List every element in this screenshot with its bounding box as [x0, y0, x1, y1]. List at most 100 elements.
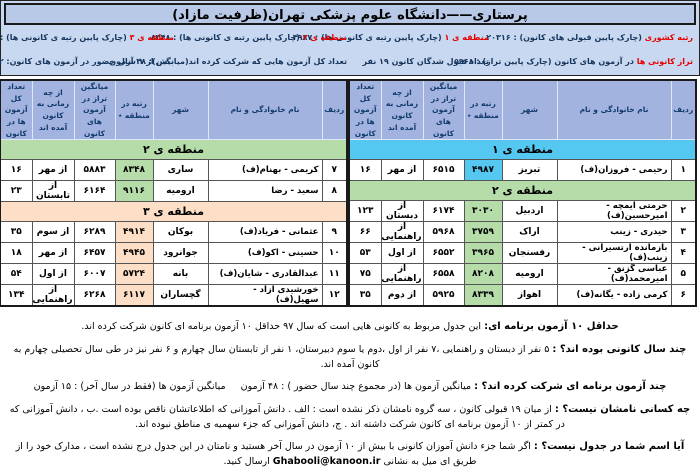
name-cell: عثمانی - فریاد(ف) [207, 221, 323, 244]
city-cell: اردبیل [501, 200, 558, 223]
table-header-row: ردیف نام خانوادگی و نام شهر رتبه در منطق… [348, 79, 697, 141]
summary-region3: منطقه ی ۳ (چارک پایین رتبه ی کانونی ها) … [0, 32, 177, 42]
col-header-index: ردیف [321, 79, 348, 141]
name-cell: حرمتی ایمچه - امیرحسین(ف) [556, 200, 672, 223]
col-header-name: نام خانوادگی و نام [207, 79, 323, 141]
since-cell: از اول [380, 242, 424, 265]
summary-value: (چارک پایین قبولی های کانون) : ۲۰۳۱۶ [486, 32, 645, 42]
city-cell: اهواز [501, 284, 558, 307]
results-table-right: ردیف نام خانوادگی و نام شهر رتبه در منطق… [348, 79, 697, 308]
results-table-left: ردیف نام خانوادگی و نام شهر رتبه در منطق… [0, 79, 348, 308]
since-cell: از راهنمایی [380, 263, 424, 286]
index-cell: ۱۰ [321, 242, 348, 265]
avg-score-cell: ۶۱۷۴ [422, 200, 465, 223]
index-cell: ۱۲ [321, 284, 348, 307]
table-row: ۱۱ عبدالقادری - شایان(ف) بانه ۵۷۲۴ ۶۰۰۷ از او… [0, 263, 348, 286]
region-rank-cell: ۸۲۰۸ [463, 263, 503, 286]
summary-value: تعداد قبول شدگان کانون ۱۹ نفر [362, 56, 489, 66]
city-cell: بوکان [152, 221, 209, 244]
table-row: ۵ عباسی گزنق - امیرمحمد(ف) ارومیه ۸۲۰۸ ۶۵۵۸ ا… [348, 263, 697, 286]
total-exams-cell: ۶۶ [348, 221, 382, 244]
avg-score-cell: ۶۲۸۹ [73, 221, 116, 244]
total-exams-cell: ۲۳ [0, 180, 33, 203]
footnote-lead: آیا اسم شما در جدول نیست؟ : [533, 441, 685, 453]
table-row: ۷ کریمی - بهنام(ف) ساری ۸۳۴۸ ۵۸۸۳ از مهر ۱۶ [0, 159, 348, 182]
col-header-city: شهر [501, 79, 558, 141]
avg-score-cell: ۶۵۱۵ [422, 159, 465, 182]
region-rank-cell: ۸۳۴۸ [114, 159, 154, 182]
col-header-city: شهر [152, 79, 209, 141]
city-cell: ساری [152, 159, 209, 182]
total-exams-cell: ۷۵ [348, 263, 382, 286]
total-exams-cell: ۱۳۴ [0, 284, 33, 307]
name-cell: کرمی زاده - یگانه(ف) [556, 284, 672, 307]
region-rank-cell: ۹۱۱۶ [114, 180, 154, 203]
summary-national-rank: رتبه کشوری (چارک پایین قبولی های کانون) … [486, 33, 696, 42]
summary-region2: منطقه ی ۲ (چارک پایین رتبه ی کانونی ها) … [151, 32, 350, 42]
city-cell: ارومیه [501, 263, 558, 286]
summary-value: در آزمون های کانون (چارک پایین تراز) : ۵… [454, 56, 637, 66]
total-exams-cell: ۱۶ [348, 159, 382, 182]
footnote: چه کسانی نامشان نیست؟ : از میان ۱۹ قبولی… [9, 404, 691, 430]
city-cell: بانه [152, 263, 209, 286]
city-cell: رفسنجان [501, 242, 558, 265]
name-cell: بازمانده ارتسیرانی - زینب(ف) [556, 242, 672, 265]
avg-score-cell: ۶۱۶۴ [73, 180, 116, 203]
total-exams-cell: ۵۴ [0, 263, 33, 286]
page-title: پرستاری——دانشگاه علوم پزشکی تهران(ظرفیت … [4, 3, 696, 25]
col-header-total-exams: تعداد کل آزمون ها در کانون [348, 79, 382, 141]
summary-label: منطقه ی ۱ [444, 32, 489, 42]
summary-label: تراز کانونی ها [636, 56, 693, 66]
summary-row-1: رتبه کشوری (چارک پایین قبولی های کانون) … [0, 25, 696, 49]
table-row: ۴ بازمانده ارتسیرانی - زینب(ف) رفسنجان ۳۹۶۵… [348, 242, 697, 265]
summary-row-2: تراز کانونی ها در آزمون های کانون (چارک … [0, 49, 696, 73]
avg-score-cell: ۶۵۵۲ [422, 242, 465, 265]
tables-section: ردیف نام خانوادگی و نام شهر رتبه در منطق… [0, 79, 700, 308]
since-cell: از سوم [31, 221, 75, 244]
col-header-avg-score: میانگین تراز در آزمون های کانون [422, 79, 465, 141]
col-header-name: نام خانوادگی و نام [556, 79, 672, 141]
total-exams-cell: ۳۵ [348, 284, 382, 307]
index-cell: ۵ [670, 263, 697, 286]
table-row: ۱۰ حسینی - اکو(ف) جوانرود ۴۹۴۵ ۶۴۵۷ از مهر ۱۸ [0, 242, 348, 265]
table-row: ۱۲ خورشیدی ازاد - سهیل(ف) گچساران ۶۱۱۷ ۶۲۶۸ ا… [0, 284, 348, 307]
region-rank-cell: ۸۳۳۹ [463, 284, 503, 307]
table-row: ۶ کرمی زاده - یگانه(ف) اهواز ۸۳۳۹ ۵۹۲۵ از دوم… [348, 284, 697, 307]
summary-region1: منطقه ی ۱ (چارک پایین رتبه ی کانونی ها) … [293, 32, 492, 42]
index-cell: ۶ [670, 284, 697, 307]
since-cell: از راهنمایی [380, 221, 424, 244]
city-cell: جوانرود [152, 242, 209, 265]
footnote-lead: چند سال کانونی بوده اند؟ : [552, 343, 687, 355]
region-rank-cell: ۵۷۲۴ [114, 263, 154, 286]
city-cell: ارومیه [152, 180, 209, 203]
col-header-region-rank: رتبه در منطقه ٭ [114, 79, 154, 141]
summary-value: (چارک پایین رتبه ی کانونی ها) : ۴۹۸۷ [292, 32, 445, 42]
col-header-since: از چه زمانی به کانون آمده اند [380, 79, 424, 141]
col-header-avg-score: میانگین تراز در آزمون های کانون [73, 79, 116, 141]
summary-label: منطقه ی ۳ [129, 32, 175, 42]
total-exams-cell: ۱۲۳ [348, 200, 382, 223]
region-rank-cell: ۳۷۵۹ [463, 221, 503, 244]
header-section: پرستاری——دانشگاه علوم پزشکی تهران(ظرفیت … [0, 0, 700, 76]
region-band: منطقه ی ۲ [348, 180, 697, 202]
summary-label: منطقه ی ۲ [302, 32, 348, 42]
footnote: چند آزمون برنامه ای شرکت کرده اند؟ : میا… [33, 381, 667, 393]
email-link[interactable]: Ghabooli@kanoon.ir [272, 456, 381, 468]
footnotes-section: حداقل ۱۰ آزمون برنامه ای: این جدول مربوط… [0, 319, 700, 468]
col-header-since: از چه زمانی به کانون آمده اند [31, 79, 75, 141]
name-cell: عباسی گزنق - امیرمحمد(ف) [556, 263, 672, 286]
city-cell: گچساران [152, 284, 209, 307]
since-cell: از دبستان [380, 200, 424, 223]
city-cell: تبریز [501, 159, 558, 182]
since-cell: از مهر [380, 159, 424, 182]
summary-score: تراز کانونی ها در آزمون های کانون (چارک … [454, 56, 696, 66]
summary-value: تعداد کل آزمون هایی که شرکت کرده اند(میا… [109, 56, 348, 66]
summary-value: بیش از ۱ سال حضور در آزمون های کانون: ۱۲… [0, 56, 175, 66]
name-cell: حیدری - زینب [556, 221, 672, 244]
summary-over-one-year: بیش از ۱ سال حضور در آزمون های کانون: ۱۲… [0, 57, 177, 66]
col-header-total-exams: تعداد کل آزمون ها در کانون [0, 79, 33, 141]
region-band: منطقه ی ۲ [0, 139, 348, 161]
since-cell: از راهنمایی [31, 284, 75, 307]
region-rank-cell: ۴۹۱۴ [114, 221, 154, 244]
avg-score-cell: ۵۸۸۳ [73, 159, 116, 182]
